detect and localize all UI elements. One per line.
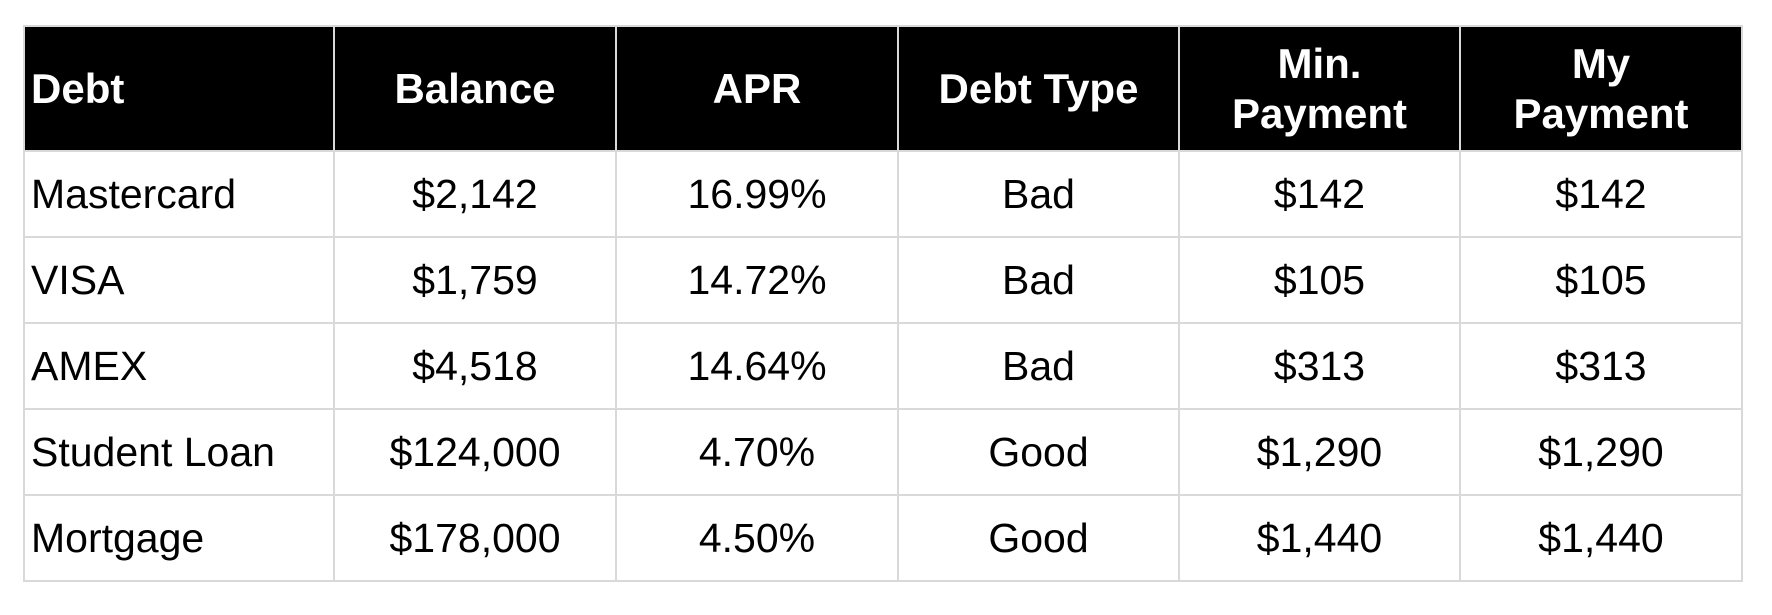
cell-balance: $2,142 [333,150,617,238]
cell-my-payment: $142 [1459,150,1743,238]
cell-debt: Student Loan [23,408,335,496]
cell-my-payment: $1,440 [1459,494,1743,582]
table-body: Mastercard $2,142 16.99% Bad $142 $142 V… [23,150,1743,582]
cell-debt-type: Bad [897,150,1180,238]
debt-table: Debt Balance APR Debt Type Min. Payment … [23,25,1743,582]
cell-apr: 4.70% [615,408,899,496]
cell-min-payment: $142 [1178,150,1461,238]
table-header: Debt Balance APR Debt Type Min. Payment … [23,25,1743,152]
cell-my-payment: $1,290 [1459,408,1743,496]
cell-min-payment: $1,290 [1178,408,1461,496]
cell-debt-type: Good [897,494,1180,582]
header-min-payment: Min. Payment [1178,25,1461,152]
cell-apr: 14.64% [615,322,899,410]
header-debt: Debt [23,25,335,152]
cell-balance: $4,518 [333,322,617,410]
table-row: AMEX $4,518 14.64% Bad $313 $313 [23,322,1743,410]
cell-debt-type: Good [897,408,1180,496]
cell-debt-type: Bad [897,322,1180,410]
cell-min-payment: $1,440 [1178,494,1461,582]
cell-min-payment: $313 [1178,322,1461,410]
table-row: VISA $1,759 14.72% Bad $105 $105 [23,236,1743,324]
cell-debt-type: Bad [897,236,1180,324]
cell-my-payment: $313 [1459,322,1743,410]
cell-my-payment: $105 [1459,236,1743,324]
cell-apr: 4.50% [615,494,899,582]
cell-debt: Mastercard [23,150,335,238]
header-apr: APR [615,25,899,152]
cell-debt: VISA [23,236,335,324]
header-debt-type: Debt Type [897,25,1180,152]
table-row: Student Loan $124,000 4.70% Good $1,290 … [23,408,1743,496]
cell-balance: $124,000 [333,408,617,496]
header-balance: Balance [333,25,617,152]
header-row: Debt Balance APR Debt Type Min. Payment … [23,25,1743,152]
cell-debt: Mortgage [23,494,335,582]
table-row: Mortgage $178,000 4.50% Good $1,440 $1,4… [23,494,1743,582]
table-row: Mastercard $2,142 16.99% Bad $142 $142 [23,150,1743,238]
cell-balance: $178,000 [333,494,617,582]
cell-balance: $1,759 [333,236,617,324]
cell-apr: 14.72% [615,236,899,324]
header-my-payment: My Payment [1459,25,1743,152]
cell-apr: 16.99% [615,150,899,238]
cell-min-payment: $105 [1178,236,1461,324]
cell-debt: AMEX [23,322,335,410]
